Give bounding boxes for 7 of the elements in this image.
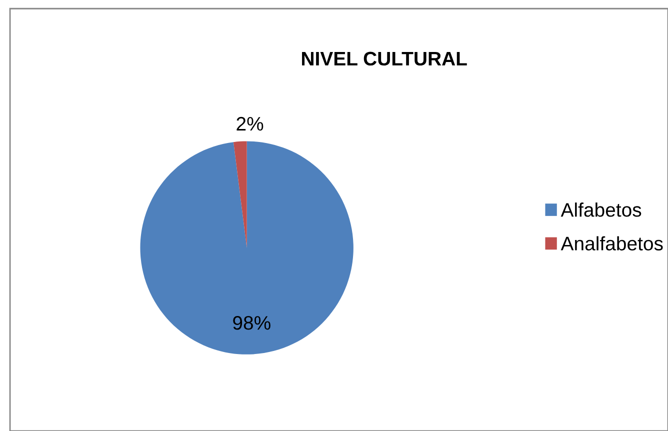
legend-label: Analfabetos <box>560 236 663 250</box>
pie-slice <box>140 141 354 354</box>
data-label: 98% <box>233 316 270 330</box>
legend-label: Alfabetos <box>560 202 642 217</box>
data-label: 2% <box>236 116 264 131</box>
chart-title: NIVEL CULTURAL <box>302 52 467 66</box>
pie-slice <box>233 141 247 248</box>
